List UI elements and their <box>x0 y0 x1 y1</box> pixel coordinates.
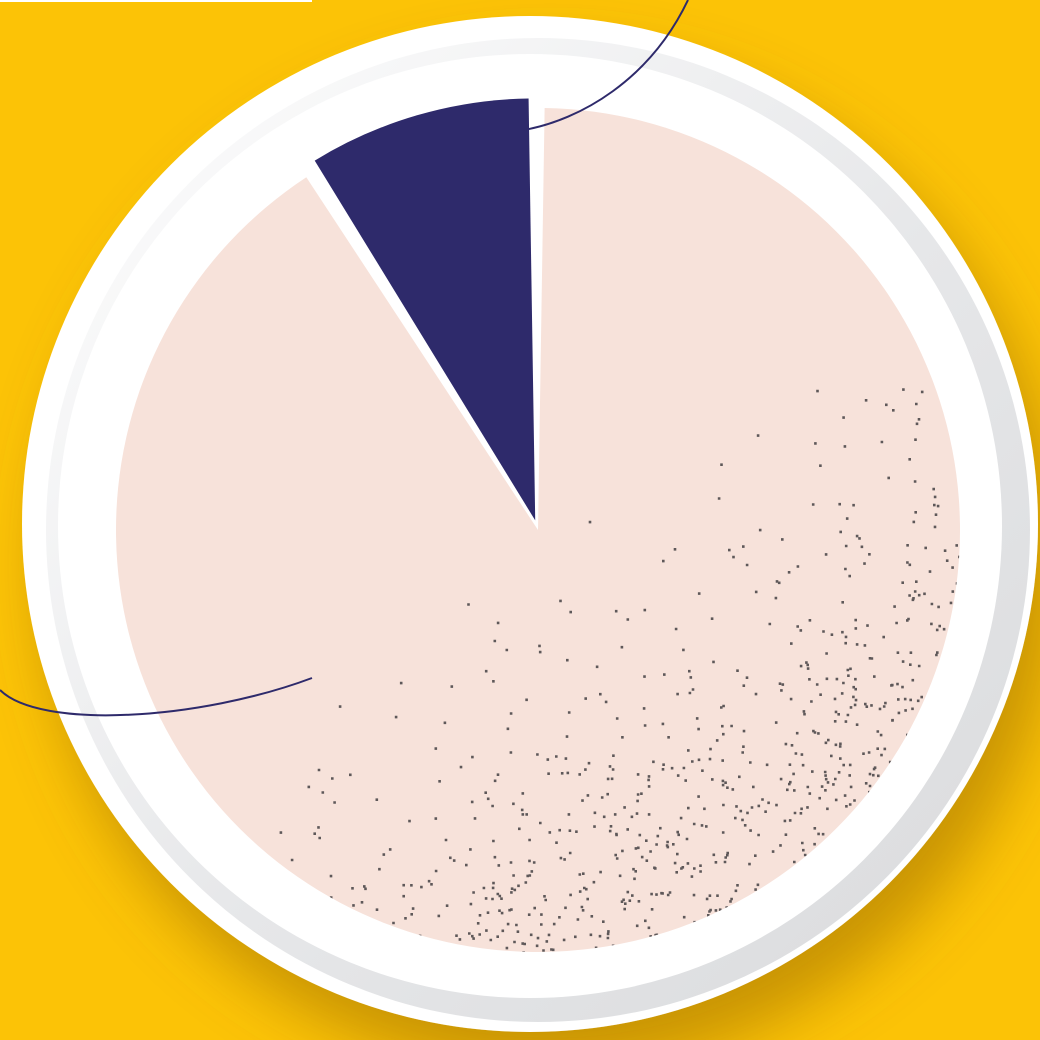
pie-slice-2 <box>314 98 536 521</box>
leader-line-left <box>0 677 313 717</box>
pie-slices <box>115 98 961 952</box>
leader-line-top <box>523 0 689 131</box>
pie-slice-1 <box>115 108 961 952</box>
